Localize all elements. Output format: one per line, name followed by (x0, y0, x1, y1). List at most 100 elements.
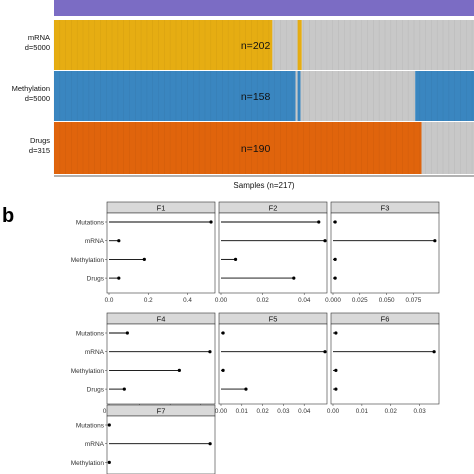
facet-F2: F2 0.00 0.02 0.04 (215, 201, 328, 304)
category-label: Drugs (87, 387, 105, 394)
facet-title: F6 (381, 315, 390, 324)
facet-F1: F1 Mutations mRNA Methylation Drugs 0.0 0.2 0.4 (71, 201, 216, 304)
lollipop-point (317, 220, 321, 224)
facet-title: F4 (157, 315, 166, 324)
row-label: d=5000 (25, 43, 50, 52)
row-label: d=5000 (25, 94, 50, 103)
x-tick-label: 0.02 (256, 408, 269, 415)
x-axis-label: Samples (n=217) (233, 181, 294, 190)
lollipop-point (323, 350, 327, 354)
panel-b-facet-grid: F1 Mutations mRNA Methylation Drugs 0.0 0.2 0.4… (71, 201, 440, 474)
facet-title: F2 (269, 204, 278, 213)
lollipop-point (233, 257, 238, 261)
category-label: Methylation (71, 460, 105, 467)
x-tick-label: 0.01 (236, 408, 249, 415)
band-segment (54, 20, 273, 70)
category-label: Mutations (76, 331, 105, 338)
facet-F3: F3 0.000 0.025 0.050 0.075 (325, 201, 440, 304)
x-tick-label: 0.04 (298, 408, 311, 415)
x-tick-label: 0.00 (215, 408, 228, 415)
lollipop-point (244, 387, 248, 391)
band-segment (421, 122, 474, 174)
category-label: Methylation (71, 257, 105, 264)
x-tick-label: 0.00 (327, 408, 340, 415)
lollipop-point (334, 387, 338, 391)
lollipop-point (221, 368, 225, 372)
band-segment (300, 71, 416, 121)
category-label: Methylation (71, 368, 105, 375)
band-segment (272, 20, 298, 70)
lollipop-point (125, 331, 129, 335)
lollipop-point (333, 220, 337, 224)
category-label: Drugs (87, 276, 105, 283)
x-tick-label: 0.025 (352, 297, 368, 304)
lollipop-point (334, 331, 338, 335)
panel-b-letter: b (2, 205, 14, 227)
x-tick-label: 0.4 (183, 297, 192, 304)
lollipop-point (334, 368, 338, 372)
x-tick-label: 0.04 (298, 297, 311, 304)
facet-title: F7 (157, 407, 166, 416)
facet-panel (218, 212, 328, 294)
lollipop-point (433, 239, 437, 243)
category-label: mRNA (85, 441, 105, 448)
row-label: d=315 (29, 146, 50, 155)
x-tick-label: 0.000 (325, 297, 341, 304)
row-n-label: n=190 (241, 143, 271, 155)
lollipop-point (292, 276, 296, 280)
band-segment (297, 71, 301, 121)
row-n-label: n=202 (241, 40, 271, 52)
row-label: mRNA (28, 33, 50, 42)
lollipop-point (432, 350, 436, 354)
lollipop-point (142, 257, 146, 261)
x-tick-label: 0.01 (356, 408, 369, 415)
band-segment (295, 71, 298, 121)
band-segment (297, 20, 302, 70)
facet-panel (106, 212, 216, 294)
facet-F7: F7 Mutations mRNA Methylation (71, 404, 216, 474)
lollipop-point (333, 257, 337, 261)
lollipop-point (122, 387, 126, 391)
x-tick-label: 0.02 (256, 297, 269, 304)
x-tick-label: 0.03 (414, 408, 427, 415)
row-label: Drugs (30, 136, 50, 145)
x-tick-label: 0.00 (215, 297, 228, 304)
category-label: Mutations (76, 220, 105, 227)
category-label: mRNA (85, 349, 105, 356)
facet-F6: F6 0.00 0.01 0.02 0.03 (327, 312, 440, 415)
lollipop-point (221, 331, 225, 335)
lollipop-point (117, 276, 121, 280)
lollipop-point (107, 423, 111, 427)
x-tick-label: 0.2 (144, 297, 153, 304)
lollipop-point (107, 460, 111, 464)
lollipop-point (208, 442, 212, 446)
category-label: mRNA (85, 238, 105, 245)
lollipop-point (177, 368, 181, 372)
x-tick-label: 0.075 (406, 297, 422, 304)
facet-F5: F5 0.00 0.01 0.02 0.03 0.04 (215, 312, 328, 415)
lollipop-point (208, 350, 212, 354)
lollipop-point (333, 276, 337, 280)
facet-panel (218, 323, 328, 405)
x-tick-label: 0.050 (379, 297, 395, 304)
facet-F4: F4MutationsmRNAMethylationDrugs0.000.010… (71, 312, 216, 415)
lollipop-point (323, 239, 327, 243)
lollipop-point (117, 239, 121, 243)
band-segment (54, 71, 296, 121)
band-segment (415, 71, 474, 121)
facet-panel (106, 415, 216, 474)
band-segment (301, 20, 474, 70)
band-segment (54, 122, 422, 174)
row-label: Methylation (12, 84, 50, 93)
facet-panel (330, 323, 440, 405)
category-label: Mutations (76, 423, 105, 430)
top-view-band (54, 0, 474, 16)
facet-panel (330, 212, 440, 294)
x-tick-label: 0.03 (277, 408, 290, 415)
facet-panel (106, 323, 216, 405)
row-n-label: n=158 (241, 91, 271, 103)
x-tick-label: 0.0 (105, 297, 114, 304)
lollipop-point (209, 220, 213, 224)
